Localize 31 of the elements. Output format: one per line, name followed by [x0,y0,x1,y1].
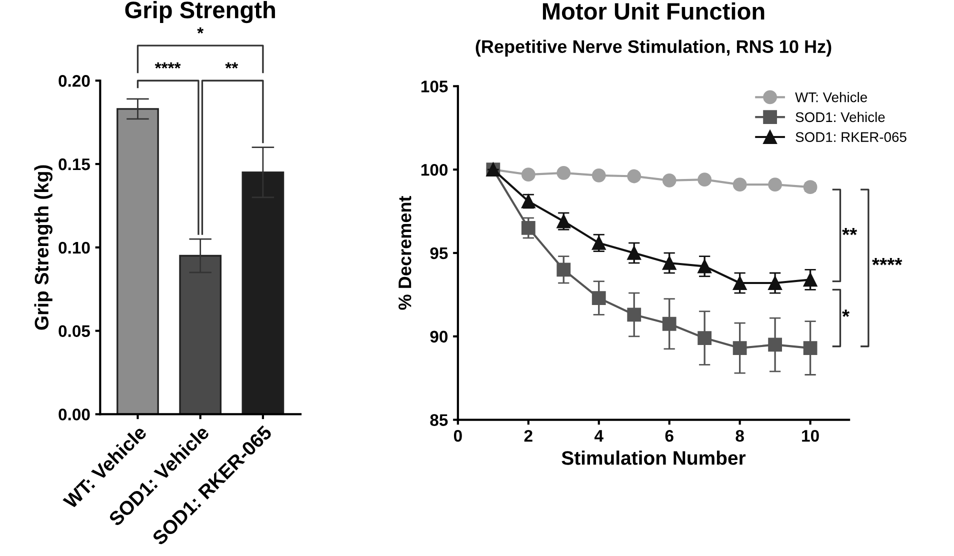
text: ** [225,62,238,69]
legend-label: SOD1: RKER-065 [796,132,906,142]
y-tick-label: 95 [430,247,448,260]
y-tick-label: 90 [430,330,448,343]
chart-title: Grip Strength [125,1,275,24]
x-tick-label: 8 [736,430,744,442]
x-tick-label: 0 [454,430,462,442]
x-tick-label: 6 [665,430,674,442]
y-tick-label: 0.05 [58,325,90,338]
x-tick-label: 10 [802,430,819,442]
x-tick-label: 2 [524,430,532,442]
y-axis-title: % Decrement [398,196,412,310]
y-axis-title: Grip Strength (kg) [34,165,52,330]
y-tick-label: 0.10 [58,242,90,254]
y-tick-label: 105 [421,80,448,92]
annotation: * [842,310,850,317]
x-tick-label: 4 [594,430,604,442]
text: * [197,27,204,34]
y-tick-label: 0.15 [58,158,90,170]
text: **** [872,258,902,266]
annotation: ** [842,228,858,236]
chart-title: Motor Unit Function [542,2,764,20]
legend-label: SOD1: Vehicle [796,112,885,122]
chart-subtitle: (Repetitive Nerve Stimulation, RNS 10 Hz) [476,40,832,57]
y-tick-label: 0.20 [58,75,90,87]
x-axis-title: Stimulation Number [562,450,746,465]
text: **** [154,62,181,69]
y-tick-label: 85 [430,414,448,426]
y-tick-label: 0.00 [58,408,90,420]
legend-label: WT: Vehicle [795,92,867,102]
y-tick-label: 100 [421,164,448,176]
